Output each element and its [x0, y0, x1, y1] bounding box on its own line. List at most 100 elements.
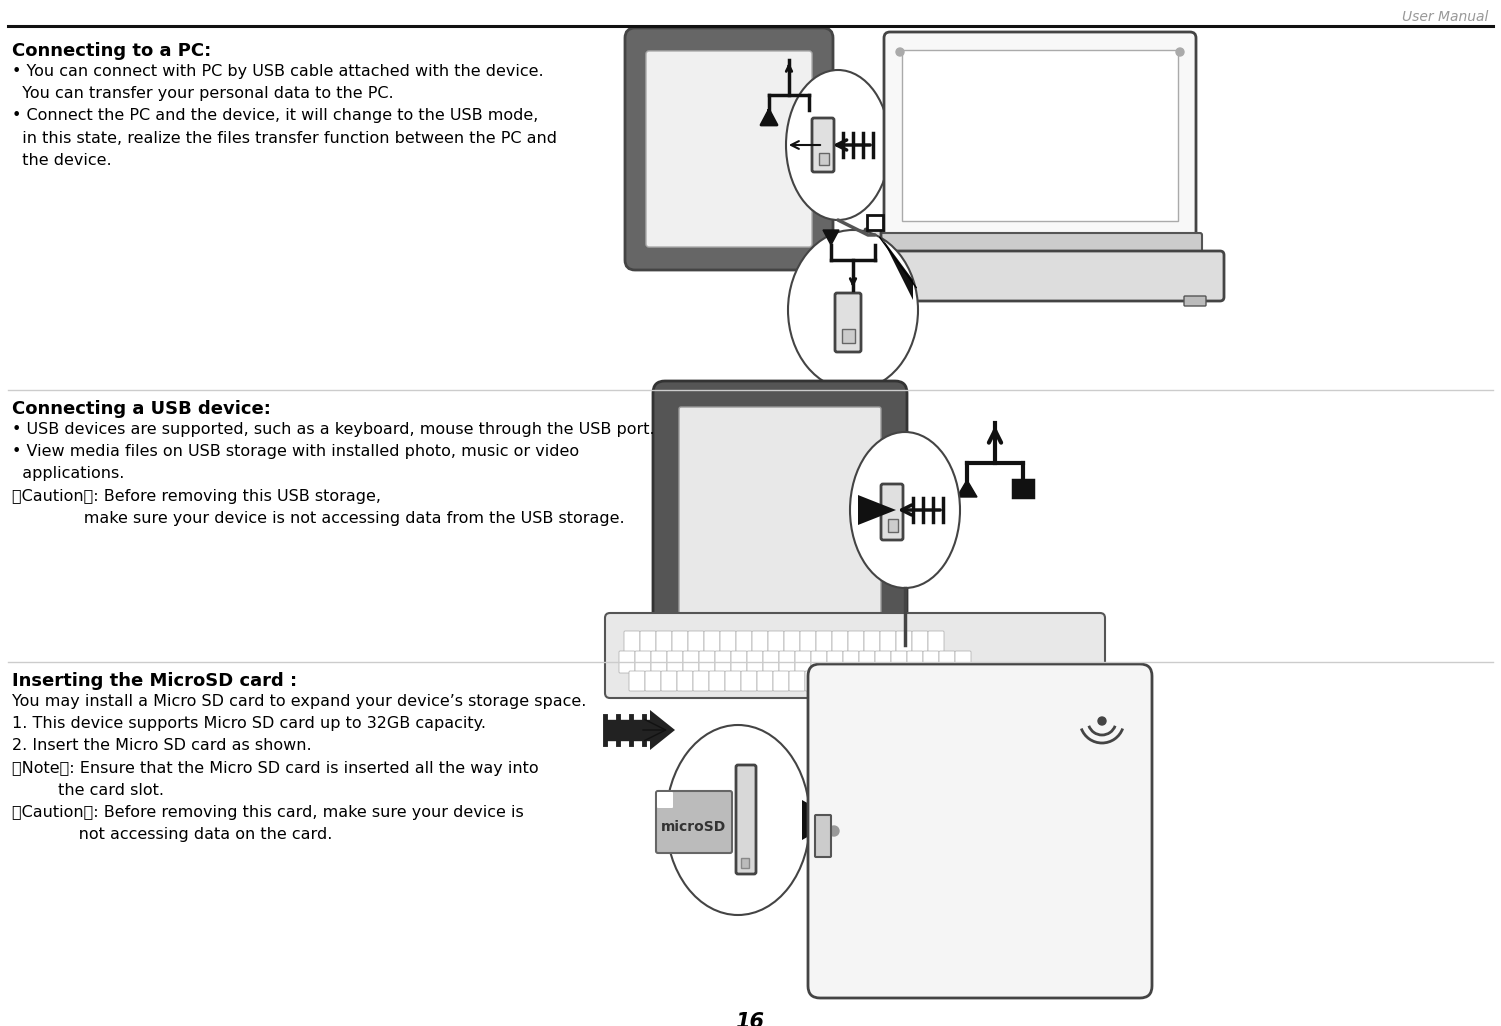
- FancyBboxPatch shape: [779, 652, 796, 673]
- FancyBboxPatch shape: [656, 791, 732, 853]
- FancyBboxPatch shape: [808, 664, 1151, 998]
- FancyBboxPatch shape: [699, 652, 714, 673]
- Circle shape: [1099, 717, 1106, 725]
- FancyBboxPatch shape: [714, 652, 731, 673]
- Text: 16: 16: [735, 1012, 764, 1026]
- FancyBboxPatch shape: [815, 815, 832, 857]
- FancyBboxPatch shape: [844, 652, 859, 673]
- FancyBboxPatch shape: [639, 631, 656, 653]
- FancyBboxPatch shape: [805, 671, 821, 690]
- FancyBboxPatch shape: [880, 631, 896, 653]
- FancyBboxPatch shape: [763, 652, 779, 673]
- Text: Connecting to a PC:: Connecting to a PC:: [12, 42, 212, 60]
- FancyBboxPatch shape: [892, 652, 907, 673]
- FancyBboxPatch shape: [902, 50, 1178, 221]
- FancyBboxPatch shape: [651, 652, 666, 673]
- Polygon shape: [883, 238, 913, 300]
- FancyBboxPatch shape: [896, 631, 913, 653]
- FancyBboxPatch shape: [811, 652, 827, 673]
- FancyBboxPatch shape: [907, 652, 923, 673]
- FancyBboxPatch shape: [923, 652, 940, 673]
- Circle shape: [896, 48, 904, 56]
- FancyBboxPatch shape: [865, 229, 881, 247]
- FancyBboxPatch shape: [835, 293, 862, 352]
- FancyBboxPatch shape: [913, 631, 928, 653]
- FancyBboxPatch shape: [800, 631, 817, 653]
- FancyBboxPatch shape: [790, 671, 805, 690]
- Polygon shape: [958, 480, 977, 497]
- FancyBboxPatch shape: [821, 671, 838, 690]
- FancyBboxPatch shape: [657, 792, 672, 808]
- Polygon shape: [859, 495, 896, 525]
- FancyBboxPatch shape: [928, 631, 944, 653]
- Polygon shape: [823, 230, 839, 245]
- FancyBboxPatch shape: [645, 671, 660, 690]
- FancyBboxPatch shape: [848, 631, 865, 653]
- FancyBboxPatch shape: [827, 652, 844, 673]
- FancyBboxPatch shape: [752, 631, 769, 653]
- Circle shape: [829, 826, 839, 836]
- FancyBboxPatch shape: [618, 652, 635, 673]
- FancyBboxPatch shape: [784, 631, 800, 653]
- Ellipse shape: [788, 230, 919, 390]
- FancyBboxPatch shape: [678, 407, 881, 624]
- FancyBboxPatch shape: [868, 215, 883, 230]
- FancyBboxPatch shape: [859, 652, 875, 673]
- Polygon shape: [802, 800, 838, 840]
- FancyBboxPatch shape: [934, 671, 949, 690]
- FancyBboxPatch shape: [884, 32, 1196, 239]
- FancyBboxPatch shape: [629, 671, 645, 690]
- FancyBboxPatch shape: [741, 671, 757, 690]
- FancyBboxPatch shape: [875, 652, 892, 673]
- FancyBboxPatch shape: [889, 519, 898, 532]
- FancyBboxPatch shape: [660, 671, 677, 690]
- Circle shape: [805, 145, 814, 153]
- FancyBboxPatch shape: [853, 671, 869, 690]
- FancyBboxPatch shape: [869, 671, 886, 690]
- FancyBboxPatch shape: [874, 295, 896, 306]
- FancyBboxPatch shape: [838, 671, 853, 690]
- FancyBboxPatch shape: [645, 51, 812, 247]
- FancyBboxPatch shape: [605, 613, 1105, 698]
- Polygon shape: [761, 110, 778, 125]
- FancyBboxPatch shape: [769, 631, 784, 653]
- FancyBboxPatch shape: [881, 484, 904, 540]
- FancyBboxPatch shape: [940, 652, 955, 673]
- FancyBboxPatch shape: [796, 652, 811, 673]
- FancyBboxPatch shape: [757, 671, 773, 690]
- FancyBboxPatch shape: [865, 631, 880, 653]
- Text: You may install a Micro SD card to expand your device’s storage space.
1. This d: You may install a Micro SD card to expan…: [12, 694, 587, 842]
- FancyBboxPatch shape: [878, 233, 1202, 255]
- FancyBboxPatch shape: [687, 631, 704, 653]
- FancyBboxPatch shape: [1184, 295, 1205, 306]
- Text: microSD: microSD: [662, 820, 726, 834]
- Text: • You can connect with PC by USB cable attached with the device.
  You can trans: • You can connect with PC by USB cable a…: [12, 64, 557, 168]
- FancyBboxPatch shape: [741, 858, 749, 868]
- FancyBboxPatch shape: [886, 671, 901, 690]
- FancyBboxPatch shape: [635, 652, 651, 673]
- FancyBboxPatch shape: [704, 631, 720, 653]
- FancyArrowPatch shape: [880, 237, 917, 287]
- FancyBboxPatch shape: [955, 652, 971, 673]
- FancyBboxPatch shape: [720, 631, 735, 653]
- FancyBboxPatch shape: [624, 631, 639, 653]
- Text: • USB devices are supported, such as a keyboard, mouse through the USB port.
• V: • USB devices are supported, such as a k…: [12, 422, 654, 525]
- FancyBboxPatch shape: [653, 381, 907, 650]
- Text: User Manual: User Manual: [1402, 10, 1487, 24]
- FancyBboxPatch shape: [624, 28, 833, 270]
- FancyBboxPatch shape: [817, 631, 832, 653]
- Ellipse shape: [787, 70, 890, 220]
- FancyBboxPatch shape: [832, 631, 848, 653]
- Polygon shape: [650, 710, 675, 750]
- FancyBboxPatch shape: [901, 671, 917, 690]
- FancyBboxPatch shape: [802, 110, 817, 125]
- FancyBboxPatch shape: [725, 671, 741, 690]
- Ellipse shape: [850, 432, 961, 588]
- Text: Connecting a USB device:: Connecting a USB device:: [12, 400, 270, 418]
- FancyBboxPatch shape: [708, 671, 725, 690]
- FancyBboxPatch shape: [747, 652, 763, 673]
- FancyBboxPatch shape: [735, 631, 752, 653]
- FancyBboxPatch shape: [1013, 480, 1033, 497]
- FancyBboxPatch shape: [917, 671, 934, 690]
- FancyBboxPatch shape: [672, 631, 687, 653]
